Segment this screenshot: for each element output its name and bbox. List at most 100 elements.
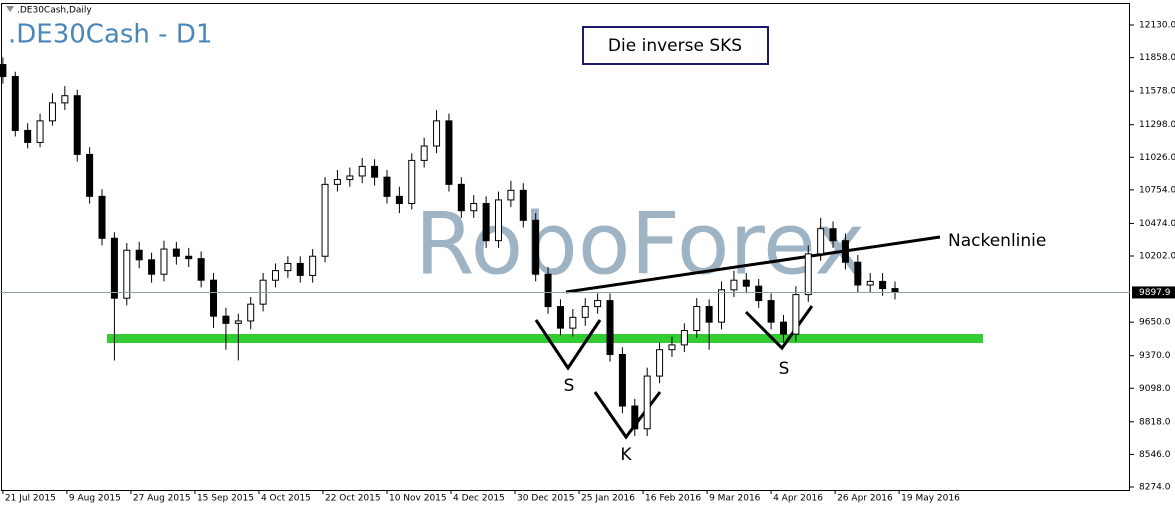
annotation-box: [582, 26, 769, 65]
y-tick-label: 9098.0: [1139, 384, 1171, 394]
candle-body: [705, 306, 713, 323]
candle-body: [804, 253, 812, 296]
candle: [247, 296, 255, 330]
candle: [718, 281, 726, 330]
candle: [792, 286, 800, 342]
annotation: S: [779, 359, 790, 379]
candle-body: [755, 285, 763, 302]
candle: [817, 217, 825, 262]
y-tick-label: 8818.0: [1139, 417, 1171, 427]
y-tick-label: 8274.0: [1139, 483, 1171, 493]
candle: [222, 307, 230, 350]
candle-body: [247, 303, 255, 322]
y-tick-label: 8546.0: [1139, 450, 1171, 460]
x-tick-label: 9 Aug 2015: [69, 494, 121, 504]
y-tick-label: 11026.0: [1139, 153, 1175, 163]
candle: [618, 347, 626, 414]
candle-body: [36, 120, 44, 143]
candle-body: [668, 344, 676, 351]
candle-body: [148, 259, 156, 275]
candle: [284, 256, 292, 278]
candle: [346, 167, 354, 187]
candle: [804, 245, 812, 302]
candle-body: [346, 175, 354, 181]
candle: [866, 273, 874, 293]
y-tick-label: 9650.0: [1139, 318, 1171, 328]
candle: [86, 147, 94, 204]
candle-body: [420, 145, 428, 161]
candle: [371, 159, 379, 186]
candle: [457, 177, 465, 218]
x-tick-label: 21 Jul 2015: [5, 494, 56, 504]
candle: [755, 279, 763, 308]
candle: [519, 183, 527, 228]
candle: [172, 241, 180, 265]
candle-body: [556, 306, 564, 329]
candle-body: [631, 405, 639, 430]
candle-body: [185, 255, 193, 260]
x-tick-label: 25 Jan 2016: [581, 494, 635, 504]
x-tick-label: 16 Feb 2016: [645, 494, 701, 504]
candle-body: [61, 95, 69, 104]
candle-body: [879, 280, 887, 290]
annotation: K: [620, 445, 632, 465]
last-price-box: [1132, 286, 1175, 299]
candle: [532, 213, 540, 282]
x-tick-label: 15 Sep 2015: [197, 494, 254, 504]
candle-body: [333, 179, 341, 185]
candles: [0, 57, 899, 436]
candle: [656, 342, 664, 384]
candle-body: [618, 353, 626, 407]
candle: [185, 247, 193, 268]
candle-body: [482, 203, 490, 242]
candle-body: [160, 248, 168, 275]
candle-body: [495, 199, 503, 242]
candle-body: [11, 76, 19, 131]
symbol-icon: [6, 6, 14, 12]
candle: [73, 89, 81, 162]
plot-frame: [1, 3, 1130, 491]
candle: [197, 251, 205, 288]
candle-body: [594, 300, 602, 308]
candle: [581, 298, 589, 326]
candle: [544, 267, 552, 314]
candle-body: [371, 165, 379, 178]
candle: [680, 323, 688, 353]
candle-body: [569, 316, 577, 329]
candle-body: [358, 165, 366, 177]
y-tick-label: 10202.0: [1139, 252, 1175, 262]
candle: [693, 298, 701, 338]
candle-body: [581, 306, 589, 318]
candle-body: [718, 289, 726, 323]
candle: [445, 113, 453, 192]
candle-body: [24, 129, 32, 143]
candle: [854, 255, 862, 293]
y-tick-label: 11858.0: [1139, 53, 1175, 63]
candle: [24, 123, 32, 149]
candle: [470, 195, 478, 218]
candle-body: [284, 262, 292, 272]
candle: [358, 158, 366, 184]
candle-body: [123, 249, 131, 299]
candle-body: [507, 189, 515, 201]
candle: [48, 93, 56, 126]
candle: [408, 153, 416, 210]
candle: [383, 169, 391, 204]
candle: [779, 314, 787, 343]
candle: [606, 293, 614, 362]
candle-body: [222, 315, 230, 324]
candle-body: [172, 248, 180, 257]
candle-body: [817, 228, 825, 255]
x-tick-label: 30 Dec 2015: [517, 494, 575, 504]
candle-body: [210, 279, 218, 317]
candle-body: [866, 280, 874, 286]
x-tick-label: 22 Oct 2015: [325, 494, 381, 504]
last-price-label: 9897.9: [1139, 288, 1171, 298]
x-tick-label: 10 Nov 2015: [389, 494, 447, 504]
candle-body: [234, 320, 242, 324]
y-tick-label: 9370.0: [1139, 351, 1171, 361]
candle-body: [395, 195, 403, 205]
candle: [767, 293, 775, 330]
x-tick-label: 4 Oct 2015: [261, 494, 311, 504]
